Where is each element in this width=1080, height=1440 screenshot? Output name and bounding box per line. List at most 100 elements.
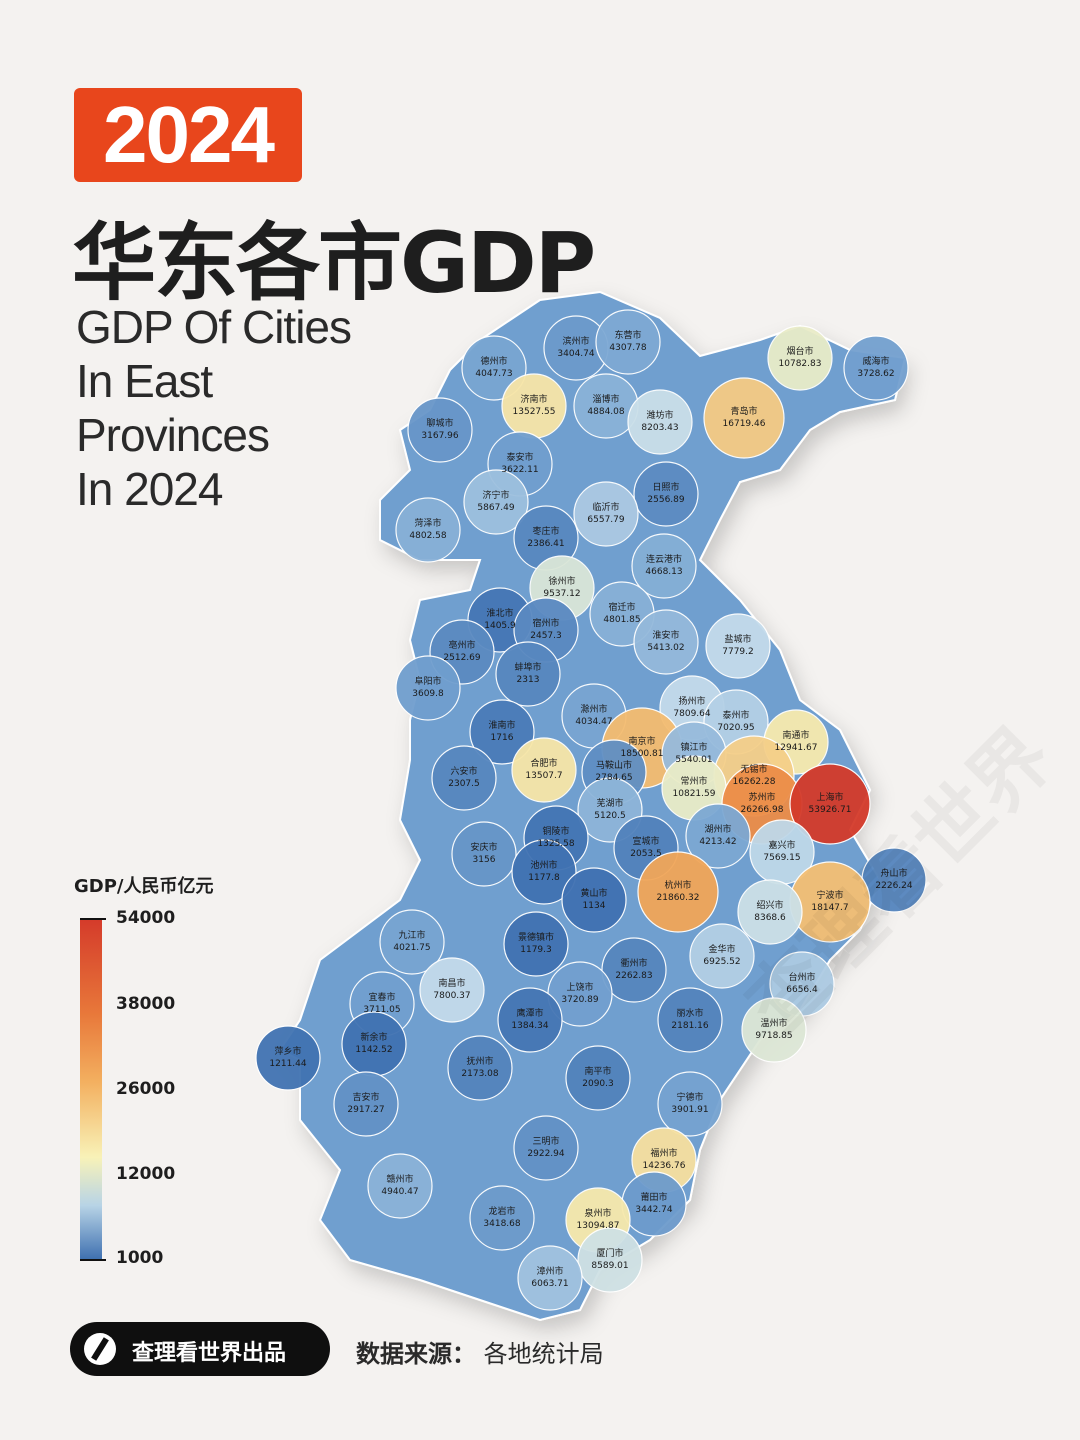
city-name-label: 滁州市 [580, 703, 607, 715]
city-region [633, 609, 699, 675]
city-gdp-label: 4307.78 [609, 343, 646, 353]
city-gdp-label: 16719.46 [723, 419, 766, 429]
city-gdp-label: 1405.9 [484, 621, 516, 631]
city-name-label: 徐州市 [548, 575, 575, 587]
city-name-label: 龙岩市 [488, 1205, 515, 1217]
subtitle-line: GDP Of Cities [76, 301, 352, 353]
city-region [503, 911, 569, 977]
data-source: 数据来源： 各地统计局 [356, 1334, 604, 1369]
city-gdp-label: 3442.74 [635, 1205, 672, 1215]
city-gdp-label: 21860.32 [657, 893, 700, 903]
city-name-label: 宜春市 [368, 991, 395, 1003]
city-name-label: 日照市 [652, 481, 679, 493]
city-gdp-label: 2181.16 [671, 1021, 708, 1031]
page-subtitle: GDP Of Cities In East Provinces In 2024 [76, 300, 396, 516]
city-region [657, 987, 723, 1053]
city-name-label: 济宁市 [482, 489, 509, 501]
city-region [703, 377, 785, 459]
city-region [497, 987, 563, 1053]
city-name-label: 盐城市 [724, 633, 751, 645]
city-name-label: 上饶市 [566, 981, 593, 993]
city-region [395, 655, 461, 721]
city-name-label: 衢州市 [620, 957, 647, 969]
city-gdp-label: 2784.65 [595, 773, 632, 783]
city-name-label: 济南市 [520, 393, 547, 405]
city-name-label: 鹰潭市 [516, 1007, 543, 1019]
city-region [511, 737, 577, 803]
city-gdp-label: 2090.3 [582, 1079, 614, 1089]
city-region [407, 397, 473, 463]
city-gdp-label: 7779.2 [722, 647, 754, 657]
city-gdp-label: 1384.34 [511, 1021, 548, 1031]
city-name-label: 泉州市 [584, 1207, 611, 1219]
city-region [495, 641, 561, 707]
city-gdp-label: 13507.7 [525, 771, 562, 781]
city-region [431, 745, 497, 811]
city-gdp-label: 6063.71 [531, 1279, 568, 1289]
city-gdp-label: 4034.47 [575, 717, 612, 727]
year-badge: 2024 [74, 88, 302, 182]
city-gdp-label: 8203.43 [641, 423, 678, 433]
city-name-label: 抚州市 [466, 1055, 493, 1067]
data-source-label: 数据来源： [356, 1340, 476, 1368]
brand-logo-icon [84, 1333, 116, 1365]
legend-label: 38000 [116, 994, 176, 1014]
city-gdp-label: 10782.83 [779, 359, 822, 369]
legend-color-bar [80, 918, 102, 1260]
city-region [341, 1011, 407, 1077]
legend-label: 26000 [116, 1079, 176, 1099]
city-gdp-label: 18500.81 [621, 749, 664, 759]
city-region [689, 923, 755, 989]
city-gdp-label: 3156 [473, 855, 496, 865]
city-region [631, 533, 697, 599]
city-name-label: 漳州市 [536, 1265, 563, 1277]
city-gdp-label: 1211.44 [269, 1059, 306, 1069]
city-gdp-label: 4801.85 [603, 615, 640, 625]
city-name-label: 丽水市 [676, 1007, 703, 1019]
city-gdp-label: 4668.13 [645, 567, 682, 577]
city-name-label: 淮南市 [488, 719, 515, 731]
city-gdp-label: 1716 [491, 733, 514, 743]
city-gdp-label: 14236.76 [643, 1161, 686, 1171]
city-name-label: 杭州市 [664, 879, 691, 891]
city-gdp-label: 3404.74 [557, 349, 594, 359]
city-region [637, 851, 719, 933]
subtitle-line: Provinces [76, 409, 270, 461]
city-name-label: 德州市 [480, 355, 507, 367]
subtitle-line: In East [76, 355, 213, 407]
city-region [469, 699, 535, 765]
city-name-label: 南昌市 [438, 977, 465, 989]
city-gdp-label: 26266.98 [741, 805, 784, 815]
city-name-label: 南通市 [782, 729, 809, 741]
city-name-label: 上海市 [816, 791, 843, 803]
city-region [621, 1171, 687, 1237]
city-name-label: 宿迁市 [608, 601, 635, 613]
city-region [419, 957, 485, 1023]
city-gdp-label: 1142.52 [355, 1045, 392, 1055]
city-gdp-label: 53926.71 [809, 805, 852, 815]
city-gdp-label: 2386.41 [527, 539, 564, 549]
city-gdp-label: 8368.6 [754, 913, 786, 923]
city-name-label: 芜湖市 [596, 797, 623, 809]
city-gdp-label: 9718.85 [755, 1031, 792, 1041]
city-gdp-label: 7569.15 [763, 853, 800, 863]
city-gdp-label: 3609.8 [412, 689, 444, 699]
city-region [517, 1245, 583, 1311]
city-name-label: 马鞍山市 [596, 759, 632, 771]
city-gdp-label: 2053.5 [630, 849, 662, 859]
city-name-label: 南平市 [584, 1065, 611, 1077]
legend-label: 12000 [116, 1164, 176, 1184]
city-gdp-label: 2262.83 [615, 971, 652, 981]
city-name-label: 扬州市 [678, 695, 705, 707]
city-gdp-label: 10821.59 [673, 789, 716, 799]
city-gdp-label: 3711.05 [363, 1005, 400, 1015]
data-source-value: 各地统计局 [483, 1340, 604, 1368]
city-name-label: 蚌埠市 [514, 661, 541, 673]
brand-name: 查理看世界出品 [132, 1341, 287, 1366]
city-region [379, 909, 445, 975]
city-region [685, 803, 751, 869]
city-region [333, 1071, 399, 1137]
city-name-label: 宣城市 [632, 835, 659, 847]
city-region [633, 461, 699, 527]
